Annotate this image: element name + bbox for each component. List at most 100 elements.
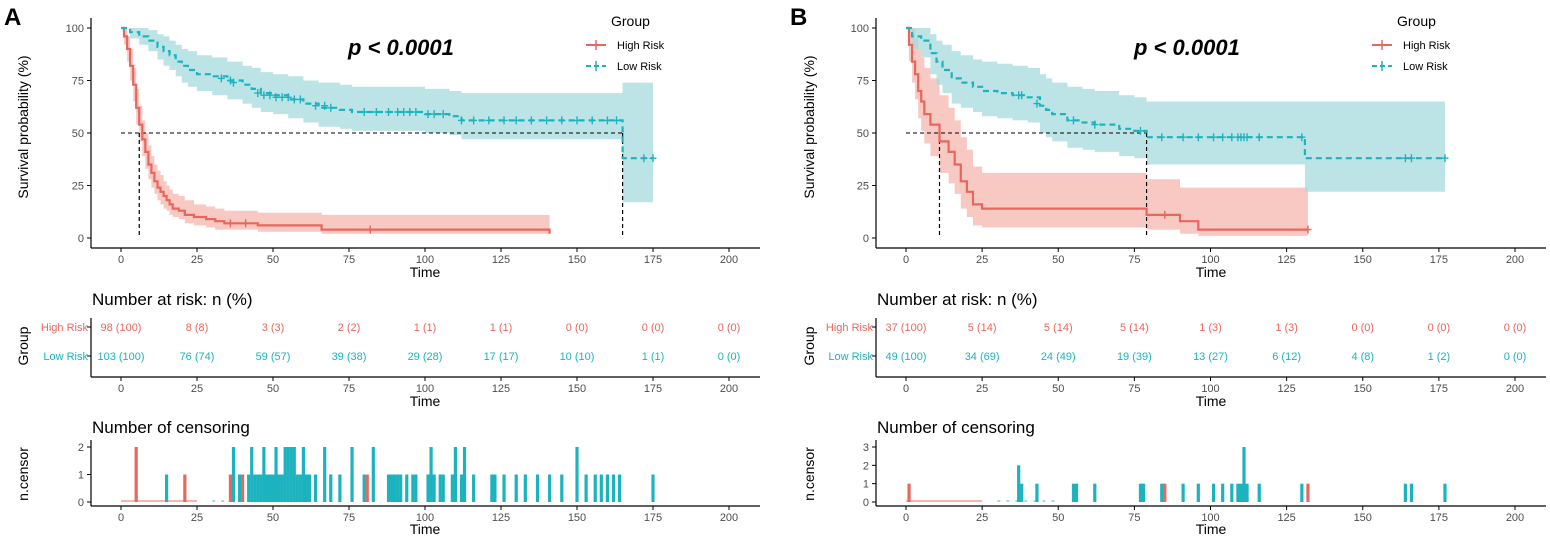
censor-bar-low-risk	[438, 474, 442, 502]
risk-table-cell: 0 (0)	[1504, 351, 1527, 363]
ci-band-low-risk	[906, 28, 1445, 192]
risk-row-label-high-risk: High Risk	[41, 322, 89, 334]
censor-bar-low-risk	[313, 474, 318, 502]
survival-plot-area	[906, 26, 1449, 238]
censor-y-label: n.censor	[801, 447, 817, 501]
censor-mark-high-risk	[226, 219, 234, 228]
censor-bar-low-risk	[292, 447, 296, 502]
censor-mark-low-risk	[1158, 133, 1166, 142]
censor-x-tick-label: 25	[191, 512, 203, 524]
censor-mark-low-risk	[260, 91, 268, 100]
survival-y-tick-label: 100	[851, 23, 869, 35]
risk-table-x-label: Time	[410, 393, 441, 409]
panel-letter: A	[4, 4, 21, 31]
censor-mark-low-risk	[1033, 99, 1041, 108]
survival-y-tick-label: 25	[857, 181, 869, 193]
risk-table-x-tick-label: 175	[644, 383, 662, 395]
censor-title: Number of censoring	[92, 418, 250, 437]
censor-mark-high-risk	[1161, 210, 1169, 219]
censor-mark-low-risk	[424, 110, 432, 119]
risk-table-cell: 0 (0)	[1504, 322, 1527, 334]
risk-row-label-low-risk: Low Risk	[43, 351, 88, 363]
censor-bar-low-risk	[1257, 483, 1261, 502]
risk-table-cell: 0 (0)	[1428, 322, 1451, 334]
survival-y-tick-label: 0	[863, 233, 869, 245]
survival-y-tick-label: 25	[72, 181, 84, 193]
censor-bar-low-risk	[405, 474, 409, 502]
legend-low-label: Low Risk	[617, 61, 662, 73]
risk-table-cell: 39 (38)	[332, 351, 367, 363]
censor-mark-low-risk	[470, 116, 478, 125]
survival-x-tick-label: 0	[118, 254, 124, 266]
risk-table-cell: 103 (100)	[97, 351, 144, 363]
censor-bar-low-risk	[265, 474, 269, 502]
ci-band-high-risk	[121, 28, 550, 236]
p-value: p < 0.0001	[347, 35, 454, 60]
censor-bar-low-risk	[393, 474, 397, 502]
censor-bar-low-risk	[1409, 483, 1414, 502]
censor-bar-low-risk	[295, 474, 299, 502]
risk-table-x-tick-label: 125	[1277, 383, 1295, 395]
censor-mark-low-risk	[1069, 116, 1077, 125]
risk-table-cell: 1 (3)	[1275, 322, 1298, 334]
censor-bar-low-risk	[459, 474, 464, 502]
censor-mark-low-risk	[278, 93, 286, 102]
censor-y-tick-label: 2	[78, 442, 84, 454]
survival-x-tick-label: 200	[720, 254, 738, 266]
survival-x-tick-label: 0	[903, 254, 909, 266]
risk-table-cell: 8 (8)	[186, 322, 209, 334]
risk-table-x-tick-label: 100	[1201, 383, 1219, 395]
censor-bar-low-risk	[231, 447, 236, 502]
censor-mark-low-risk	[1255, 133, 1263, 142]
panel-b: B Survival probability (%) Time p < 0.00…	[790, 4, 1546, 537]
risk-table-cell: 13 (27)	[1193, 351, 1228, 363]
censor-bar-high-risk	[907, 483, 911, 502]
risk-table-x-tick-label: 125	[492, 383, 510, 395]
censor-bar-low-risk	[301, 447, 305, 502]
censor-bar-low-risk	[432, 474, 436, 502]
survival-plot: Survival probability (%) Time p < 0.0001…	[15, 13, 760, 280]
censor-bar-low-risk	[350, 447, 354, 502]
censor-mark-low-risk	[500, 116, 508, 125]
censor-mark-high-risk	[242, 219, 250, 228]
censor-bar-low-risk	[289, 447, 293, 502]
censor-x-label: Time	[1196, 521, 1227, 537]
censor-bar-low-risk	[450, 474, 454, 502]
censor-mark-low-risk	[360, 108, 368, 116]
risk-table-x-tick-label: 150	[1354, 383, 1372, 395]
survival-y-tick-label: 50	[857, 128, 869, 140]
censor-x-tick-label: 100	[1201, 512, 1219, 524]
censor-mark-low-risk	[1228, 133, 1236, 142]
censor-bar-low-risk	[1138, 483, 1143, 502]
risk-table-cell: 0 (0)	[718, 351, 741, 363]
censor-bar-low-risk	[1239, 483, 1243, 502]
risk-table-cell: 0 (0)	[642, 322, 665, 334]
risk-table: Number at risk: n (%) Group Time High Ri…	[801, 290, 1546, 409]
censor-mark-low-risk	[1210, 133, 1218, 142]
censor-bar-low-risk	[283, 447, 287, 502]
censor-bar-low-risk	[411, 474, 415, 502]
censor-bar-low-risk	[256, 474, 260, 502]
risk-table-y-label: Group	[801, 326, 817, 365]
risk-table-x-tick-label: 0	[903, 383, 909, 395]
survival-y-tick-label: 75	[857, 76, 869, 88]
censor-mark-low-risk	[1298, 133, 1306, 142]
censor-bar-low-risk	[371, 447, 375, 502]
censor-bar-high-risk	[365, 474, 369, 502]
censor-x-tick-label: 100	[416, 512, 434, 524]
censor-mark-low-risk	[485, 116, 493, 125]
censor-plot: Number of censoring n.censor Time 0 1 2 0 25…	[15, 418, 760, 537]
censor-bar-low-risk	[462, 447, 467, 502]
risk-table-cell: 5 (14)	[1120, 322, 1149, 334]
survival-y-tick-label: 100	[66, 23, 84, 35]
risk-table: Number at risk: n (%) Group Time High Ri…	[15, 290, 760, 409]
risk-table-x-tick-label: 150	[568, 383, 586, 395]
censor-bar-low-risk	[304, 474, 309, 502]
censor-bar-high-risk	[241, 474, 245, 502]
censor-bar-low-risk	[1181, 483, 1185, 502]
risk-table-cell: 29 (28)	[408, 351, 443, 363]
risk-row-label-high-risk: High Risk	[826, 322, 874, 334]
censor-mark-low-risk	[640, 154, 648, 163]
censor-bar-low-risk	[651, 474, 655, 502]
